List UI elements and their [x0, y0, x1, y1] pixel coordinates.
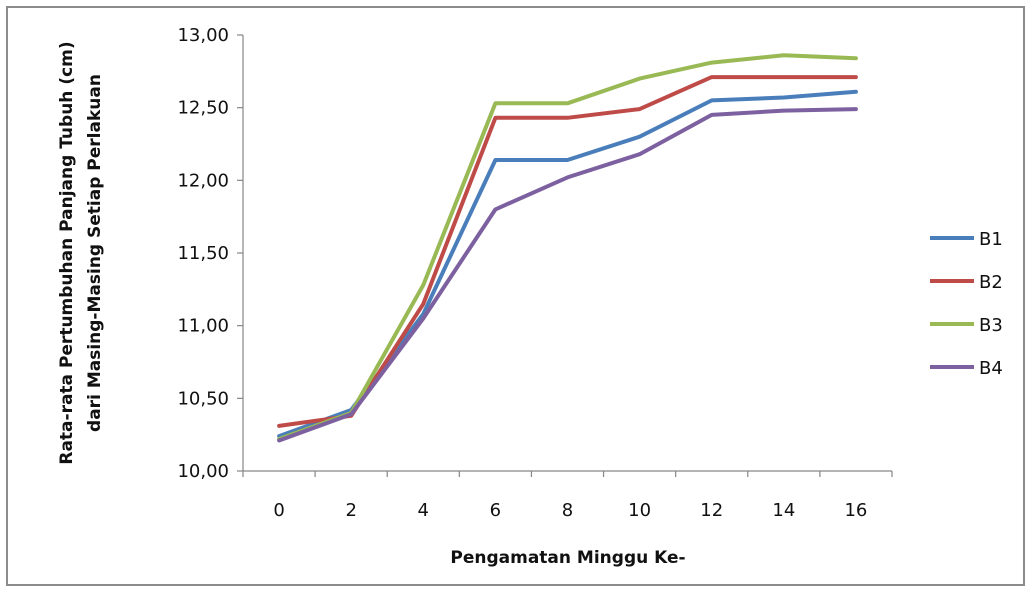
- x-tick-label: 8: [562, 500, 573, 521]
- y-tick-label: 13,00: [177, 25, 229, 46]
- legend-label-b3: B3: [979, 315, 1003, 336]
- legend-label-b2: B2: [979, 272, 1003, 293]
- x-tick-label: 6: [490, 500, 501, 521]
- legend: B1 B2 B3 B4: [930, 229, 1003, 379]
- x-tick-label: 16: [844, 500, 867, 521]
- axes: 10,00 10,50 11,00 11,50 12,00 12,50 13,00 0 2 4 6 8…: [177, 25, 893, 521]
- legend-label-b1: B1: [979, 229, 1003, 250]
- y-axis-title-line2: dari Masing-Masing Setiap Perlakuan: [85, 74, 105, 432]
- legend-label-b4: B4: [979, 358, 1003, 379]
- y-tick-label: 10,00: [177, 461, 229, 482]
- y-tick-label: 12,50: [177, 98, 229, 119]
- series-line-b3: [277, 53, 858, 441]
- x-tick-label: 4: [418, 500, 429, 521]
- y-tick-label: 11,00: [177, 316, 229, 337]
- y-tick-label: 10,50: [177, 388, 229, 409]
- y-tick-label: 11,50: [177, 243, 229, 264]
- x-tick-label: 0: [273, 500, 284, 521]
- y-axis-title-line1: Rata-rata Pertumbuhan Panjang Tubuh (cm): [57, 41, 77, 464]
- x-axis-title: Pengamatan Minggu Ke-: [450, 548, 685, 568]
- x-tick-label: 14: [772, 500, 795, 521]
- series-line-b4: [277, 107, 858, 443]
- x-tick-label: 12: [700, 500, 723, 521]
- series-lines: [277, 53, 858, 443]
- x-tick-label: 10: [628, 500, 651, 521]
- series-line-b2: [277, 75, 858, 428]
- y-tick-label: 12,00: [177, 170, 229, 191]
- x-tick-label: 2: [345, 500, 356, 521]
